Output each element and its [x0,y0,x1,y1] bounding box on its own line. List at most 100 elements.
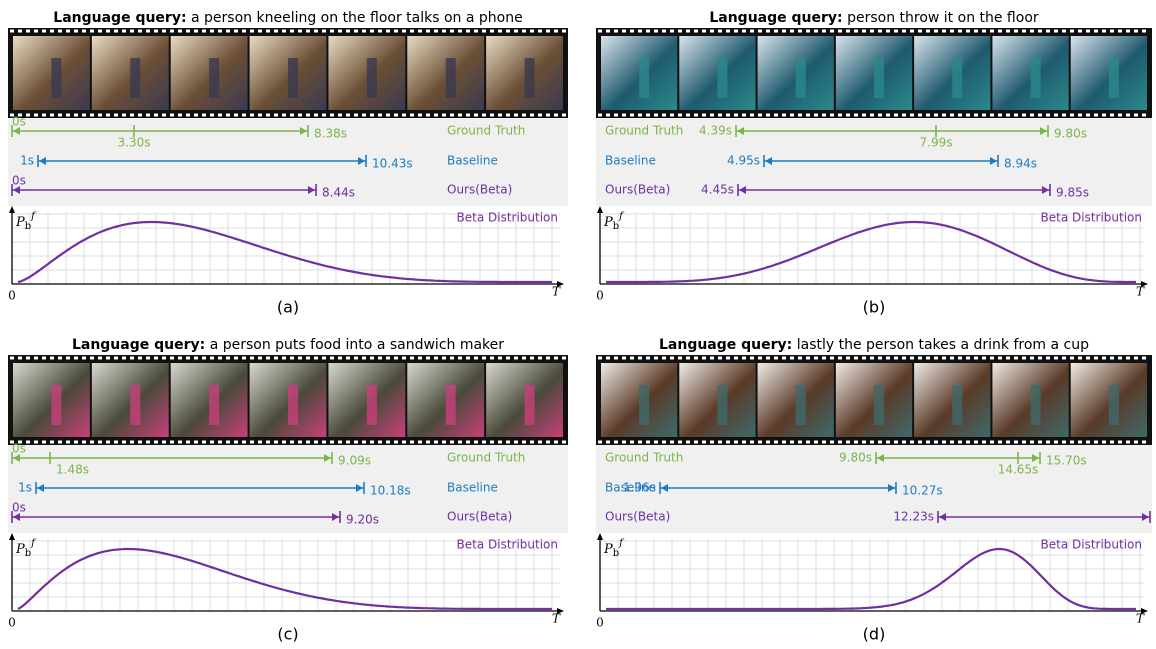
query-prefix: Language query: [72,337,205,353]
video-frame [758,36,834,110]
end-label: 10.18s [370,484,411,498]
query-title: Language query: lastly the person takes … [659,337,1089,353]
mid-label: 7.99s [920,136,953,150]
end-label: 8.38s [314,127,347,141]
person-figure [130,385,140,425]
person-figure [446,58,456,98]
person-figure [51,58,61,98]
start-label: 4.39s [699,124,732,138]
beta-curve [606,222,1136,282]
y-sup: f [618,211,625,222]
start-label: 0s [12,115,26,129]
row-name: Ground Truth [605,124,683,138]
row-name: Baseline [605,154,656,168]
mid-label: 14.65s [998,463,1039,477]
query-prefix: Language query: [659,337,792,353]
person-figure [446,385,456,425]
person-figure [209,58,219,98]
start-label: 0s [12,442,26,456]
video-frame [758,363,834,437]
end-label: 10.43s [372,157,413,171]
person-figure [874,58,884,98]
person-figure [952,58,962,98]
end-label: 9.85s [1056,186,1089,200]
row-name: Ours(Beta) [605,183,670,197]
x-origin: 0 [8,616,16,630]
person-figure [1109,58,1119,98]
y-sup: f [30,211,37,222]
y-sub: b [613,221,619,232]
mid-label: 1.48s [56,463,89,477]
end-label: 10.27s [902,484,943,498]
row-name: Baseline [447,154,498,168]
query-prefix: Language query: [709,10,842,26]
curve-label: Beta Distribution [1041,211,1143,225]
person-figure [1031,58,1041,98]
end-label: 9.09s [338,454,371,468]
video-frame [328,36,405,110]
y-base: P [603,215,613,230]
query-text: lastly the person takes a drink from a c… [797,337,1089,353]
person-figure [796,385,806,425]
person-figure [717,385,727,425]
query-prefix: Language query: [53,10,186,26]
curve-label: Beta Distribution [457,211,559,225]
y-base: P [15,215,25,230]
person-figure [874,385,884,425]
end-label: 9.80s [1054,127,1087,141]
person-figure [639,385,649,425]
person-figure [1109,385,1119,425]
query-text: a person kneeling on the floor talks on … [191,10,523,26]
query-text: person throw it on the floor [847,10,1039,26]
beta-curve [18,549,552,609]
person-figure [367,385,377,425]
beta-curve [606,549,1136,609]
panel-label: (d) [863,625,886,644]
person-figure [51,385,61,425]
end-label: 9.20s [346,513,379,527]
end-label: 8.44s [322,186,355,200]
end-label: 8.94s [1004,157,1037,171]
person-figure [952,385,962,425]
mid-label: 3.30s [118,136,151,150]
y-sub: b [613,548,619,559]
x-origin: 0 [596,289,604,303]
row-name: Baseline [447,481,498,495]
query-title: Language query: a person puts food into … [72,337,504,353]
start-label: 0s [12,174,26,188]
y-sup: f [30,538,37,549]
query-title: Language query: person throw it on the f… [709,10,1039,26]
x-end: T [1136,285,1145,299]
start-label: 1s [20,154,34,168]
row-name: Ground Truth [605,451,683,465]
y-sub: b [25,548,31,559]
person-figure [525,58,535,98]
start-label: 0s [12,501,26,515]
start-label: 4.95s [727,154,760,168]
video-frame [601,363,677,437]
y-base: P [15,542,25,557]
curve-label: Beta Distribution [457,538,559,552]
x-end: T [552,285,561,299]
person-figure [209,385,219,425]
x-origin: 0 [8,289,16,303]
person-figure [796,58,806,98]
x-end: T [1136,612,1145,626]
video-frame [92,363,169,437]
x-end: T [552,612,561,626]
video-frame [328,363,405,437]
x-origin: 0 [596,616,604,630]
row-name: Ours(Beta) [447,510,512,524]
start-label: 1s [18,481,32,495]
video-frame [601,36,677,110]
beta-curve [18,222,552,282]
query-text: a person puts food into a sandwich maker [210,337,505,353]
video-frame [92,36,169,110]
y-sub: b [25,221,31,232]
y-sup: f [618,538,625,549]
person-figure [525,385,535,425]
y-base: P [603,542,613,557]
person-figure [367,58,377,98]
person-figure [288,58,298,98]
panel-label: (b) [863,298,886,317]
